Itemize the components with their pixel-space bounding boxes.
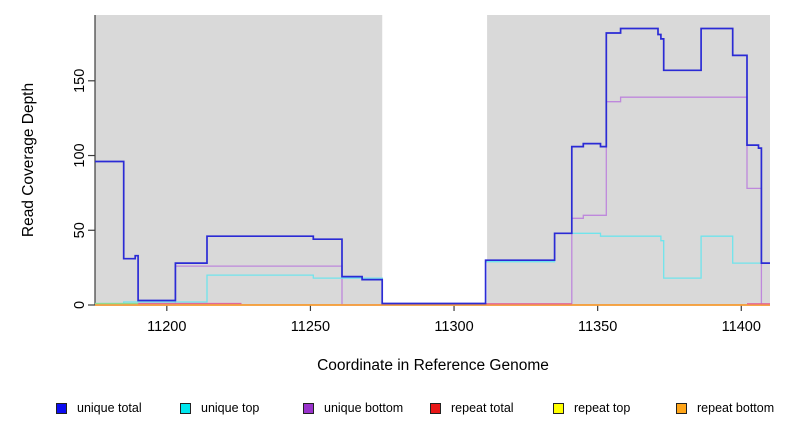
x-axis-title: Coordinate in Reference Genome (317, 357, 549, 374)
series-line-unique-bottom (95, 96, 770, 306)
legend-swatch-repeat-total (430, 403, 441, 414)
series-line-unique-total (95, 27, 770, 305)
y-axis-title: Read Coverage Depth (20, 83, 37, 237)
legend-item-repeat-total: repeat total (430, 402, 514, 415)
legend-swatch-repeat-bottom (676, 403, 687, 414)
y-tick-label-150: 150 (72, 69, 88, 93)
x-tick-label-11200: 11200 (147, 319, 186, 335)
legend-label-unique-bottom: unique bottom (324, 401, 404, 415)
x-tick-label-11250: 11250 (291, 319, 330, 335)
legend-label-repeat-top: repeat top (574, 401, 631, 415)
legend-swatch-unique-total (56, 403, 67, 414)
legend-item-unique-top: unique top (180, 402, 259, 415)
legend-label-unique-total: unique total (77, 401, 142, 415)
y-tick-label-100: 100 (72, 143, 88, 167)
legend-item-repeat-top: repeat top (553, 402, 630, 415)
legend-swatch-unique-bottom (303, 403, 314, 414)
x-tick-label-11350: 11350 (578, 319, 617, 335)
x-tick-label-11300: 11300 (434, 319, 473, 335)
y-tick-label-50: 50 (72, 222, 88, 238)
y-tick-label-0: 0 (72, 301, 88, 309)
masked-region (382, 15, 488, 305)
legend-item-unique-total: unique total (56, 402, 142, 415)
legend-label-repeat-bottom: repeat bottom (697, 401, 775, 415)
x-tick-label-11400: 11400 (722, 319, 761, 335)
legend-swatch-unique-top (180, 403, 191, 414)
legend-item-repeat-bottom: repeat bottom (676, 402, 774, 415)
legend: unique total unique top unique bottom re… (0, 400, 792, 422)
legend-swatch-repeat-top (553, 403, 564, 414)
legend-label-unique-top: unique top (201, 401, 260, 415)
legend-item-unique-bottom: unique bottom (303, 402, 403, 415)
legend-label-repeat-total: repeat total (451, 401, 514, 415)
